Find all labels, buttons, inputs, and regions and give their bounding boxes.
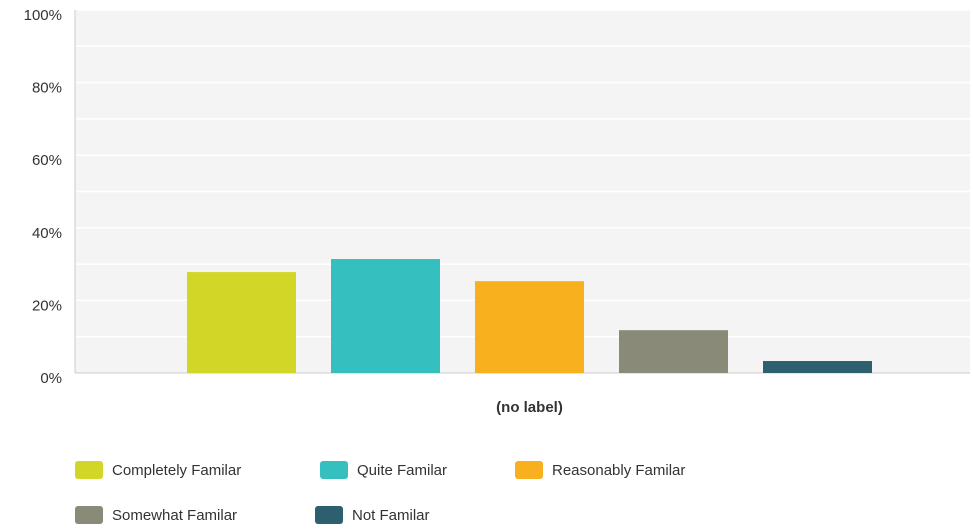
legend-label: Quite Familar: [357, 462, 447, 479]
legend-swatch: [315, 506, 343, 524]
bar: [331, 259, 440, 373]
legend-swatch: [515, 461, 543, 479]
legend-label: Reasonably Familar: [552, 462, 685, 479]
legend-label: Somewhat Familar: [112, 507, 237, 524]
legend-label: Completely Familar: [112, 462, 241, 479]
legend-swatch: [75, 506, 103, 524]
legend-swatch: [75, 461, 103, 479]
y-tick-label: 20%: [32, 297, 62, 314]
y-tick-label: 60%: [32, 152, 62, 169]
y-tick-label: 40%: [32, 225, 62, 242]
y-tick-label: 0%: [40, 370, 62, 387]
bar: [475, 281, 584, 373]
bar: [187, 272, 296, 373]
bar: [619, 330, 728, 373]
x-axis-label: (no label): [496, 399, 563, 416]
y-tick-label: 100%: [24, 7, 62, 24]
legend-swatch: [320, 461, 348, 479]
y-tick-label: 80%: [32, 80, 62, 97]
legend-label: Not Familar: [352, 507, 430, 524]
bar: [763, 361, 872, 373]
